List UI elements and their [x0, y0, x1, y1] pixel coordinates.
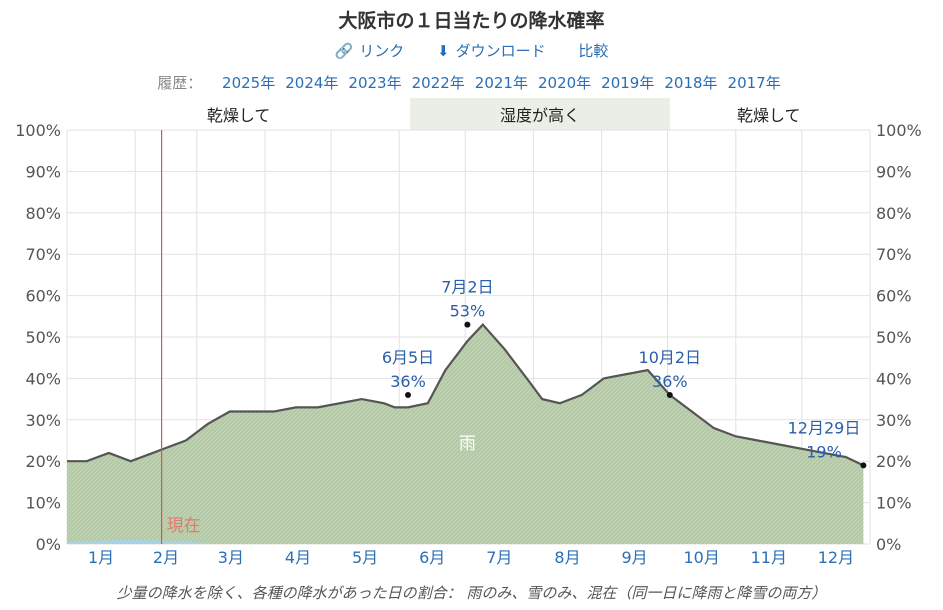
history-bar: 履歴： 2025年 2024年 2023年 2022年 2021年 2020年 2019年 2… [0, 72, 943, 93]
x-tick-5: 6月 [419, 548, 445, 567]
y-tick-right-2: 20% [876, 452, 912, 471]
y-tick-left-5: 50% [25, 328, 61, 347]
x-tick-10: 11月 [751, 548, 787, 567]
x-tick-7: 8月 [554, 548, 580, 567]
annotation-value-3: 19% [806, 442, 842, 461]
x-tick-3: 4月 [285, 548, 311, 567]
y-tick-right-7: 70% [876, 245, 912, 264]
y-tick-left-1: 10% [25, 494, 61, 513]
chart-caption: 少量の降水を除く、各種の降水があった日の割合： 雨のみ、雪のみ、混在（同一日に降… [116, 584, 827, 602]
history-year-3[interactable]: 2022年 [411, 74, 465, 92]
x-tick-11: 12月 [818, 548, 854, 567]
toolbar: 🔗 リンク ⬇ ダウンロード 比較 [0, 40, 943, 61]
history-year-7[interactable]: 2018年 [664, 74, 718, 92]
series-line-rain [67, 322, 864, 467]
annotation-value-0: 36% [390, 372, 426, 391]
x-tick-8: 9月 [622, 548, 648, 567]
y-tick-left-10: 100% [15, 121, 61, 140]
season-bands: 乾燥して 湿度が高く 乾燥して [207, 98, 801, 130]
precip-chart: 乾燥して 湿度が高く 乾燥して 雨 現在 6月5日 36% 7月2日 53% 10月2日 36%… [15, 98, 922, 567]
y-tick-right-9: 90% [876, 162, 912, 181]
annotation-value-1: 53% [450, 302, 486, 321]
y-tick-left-7: 70% [25, 245, 61, 264]
y-tick-right-0: 0% [876, 535, 901, 554]
annotation-point-0 [405, 391, 411, 398]
y-tick-right-10: 100% [876, 121, 922, 140]
series-label-rain: 雨 [459, 434, 476, 454]
y-tick-left-4: 40% [25, 369, 61, 388]
annotation-point-3 [860, 462, 867, 469]
y-tick-right-8: 80% [876, 204, 912, 223]
season-label-1: 湿度が高く [500, 106, 580, 125]
annotation-date-0: 6月5日 [382, 348, 434, 367]
history-year-2[interactable]: 2023年 [348, 74, 402, 92]
x-tick-1: 2月 [153, 548, 179, 567]
x-tick-2: 3月 [218, 548, 244, 567]
annotations: 現在 6月5日 36% 7月2日 53% 10月2日 36% 12月29日 19% [161, 130, 867, 544]
y-tick-right-3: 30% [876, 411, 912, 430]
download-icon: ⬇ [437, 42, 450, 60]
axes: 0% 0% 10% 10% 20% 20% 30% 30% 40% 40% 50% 50% 60% 60%… [15, 121, 922, 567]
season-label-2: 乾燥して [737, 106, 801, 125]
series-area-rain-texture [67, 324, 864, 544]
y-tick-left-8: 80% [25, 204, 61, 223]
x-tick-4: 5月 [352, 548, 378, 567]
link-button[interactable]: 🔗 リンク [334, 42, 405, 60]
history-year-6[interactable]: 2019年 [601, 74, 655, 92]
page-title: 大阪市の１日当たりの降水確率 [338, 10, 605, 32]
compare-button[interactable]: 比較 [578, 42, 609, 60]
now-label: 現在 [167, 516, 201, 536]
annotation-date-1: 7月2日 [441, 278, 493, 297]
y-tick-left-0: 0% [36, 535, 61, 554]
history-year-1[interactable]: 2024年 [285, 74, 339, 92]
y-tick-left-6: 60% [25, 287, 61, 306]
history-year-4[interactable]: 2021年 [474, 74, 528, 92]
annotation-date-2: 10月2日 [639, 348, 702, 367]
download-button[interactable]: ⬇ ダウンロード [437, 42, 546, 60]
season-label-0: 乾燥して [207, 106, 271, 125]
link-icon: 🔗 [334, 42, 354, 60]
rain-area: 雨 [67, 322, 864, 544]
y-tick-left-9: 90% [25, 162, 61, 181]
x-tick-0: 1月 [88, 548, 114, 567]
annotation-value-2: 36% [652, 372, 688, 391]
history-year-5[interactable]: 2020年 [537, 74, 592, 92]
annotation-point-1 [464, 321, 471, 328]
y-tick-left-3: 30% [25, 411, 61, 430]
annotation-point-2 [666, 391, 673, 398]
x-tick-9: 10月 [684, 548, 720, 567]
y-tick-left-2: 20% [25, 452, 61, 471]
x-tick-6: 7月 [486, 548, 512, 567]
season-band-1 [410, 98, 670, 130]
annotation-date-3: 12月29日 [788, 418, 861, 437]
y-tick-right-1: 10% [876, 494, 912, 513]
series-area-snow [67, 539, 219, 544]
y-tick-right-6: 60% [876, 287, 912, 306]
y-tick-right-5: 50% [876, 328, 912, 347]
history-year-0[interactable]: 2025年 [222, 74, 276, 92]
y-tick-right-4: 40% [876, 369, 912, 388]
history-label: 履歴： [157, 74, 203, 92]
history-year-8[interactable]: 2017年 [727, 74, 781, 92]
